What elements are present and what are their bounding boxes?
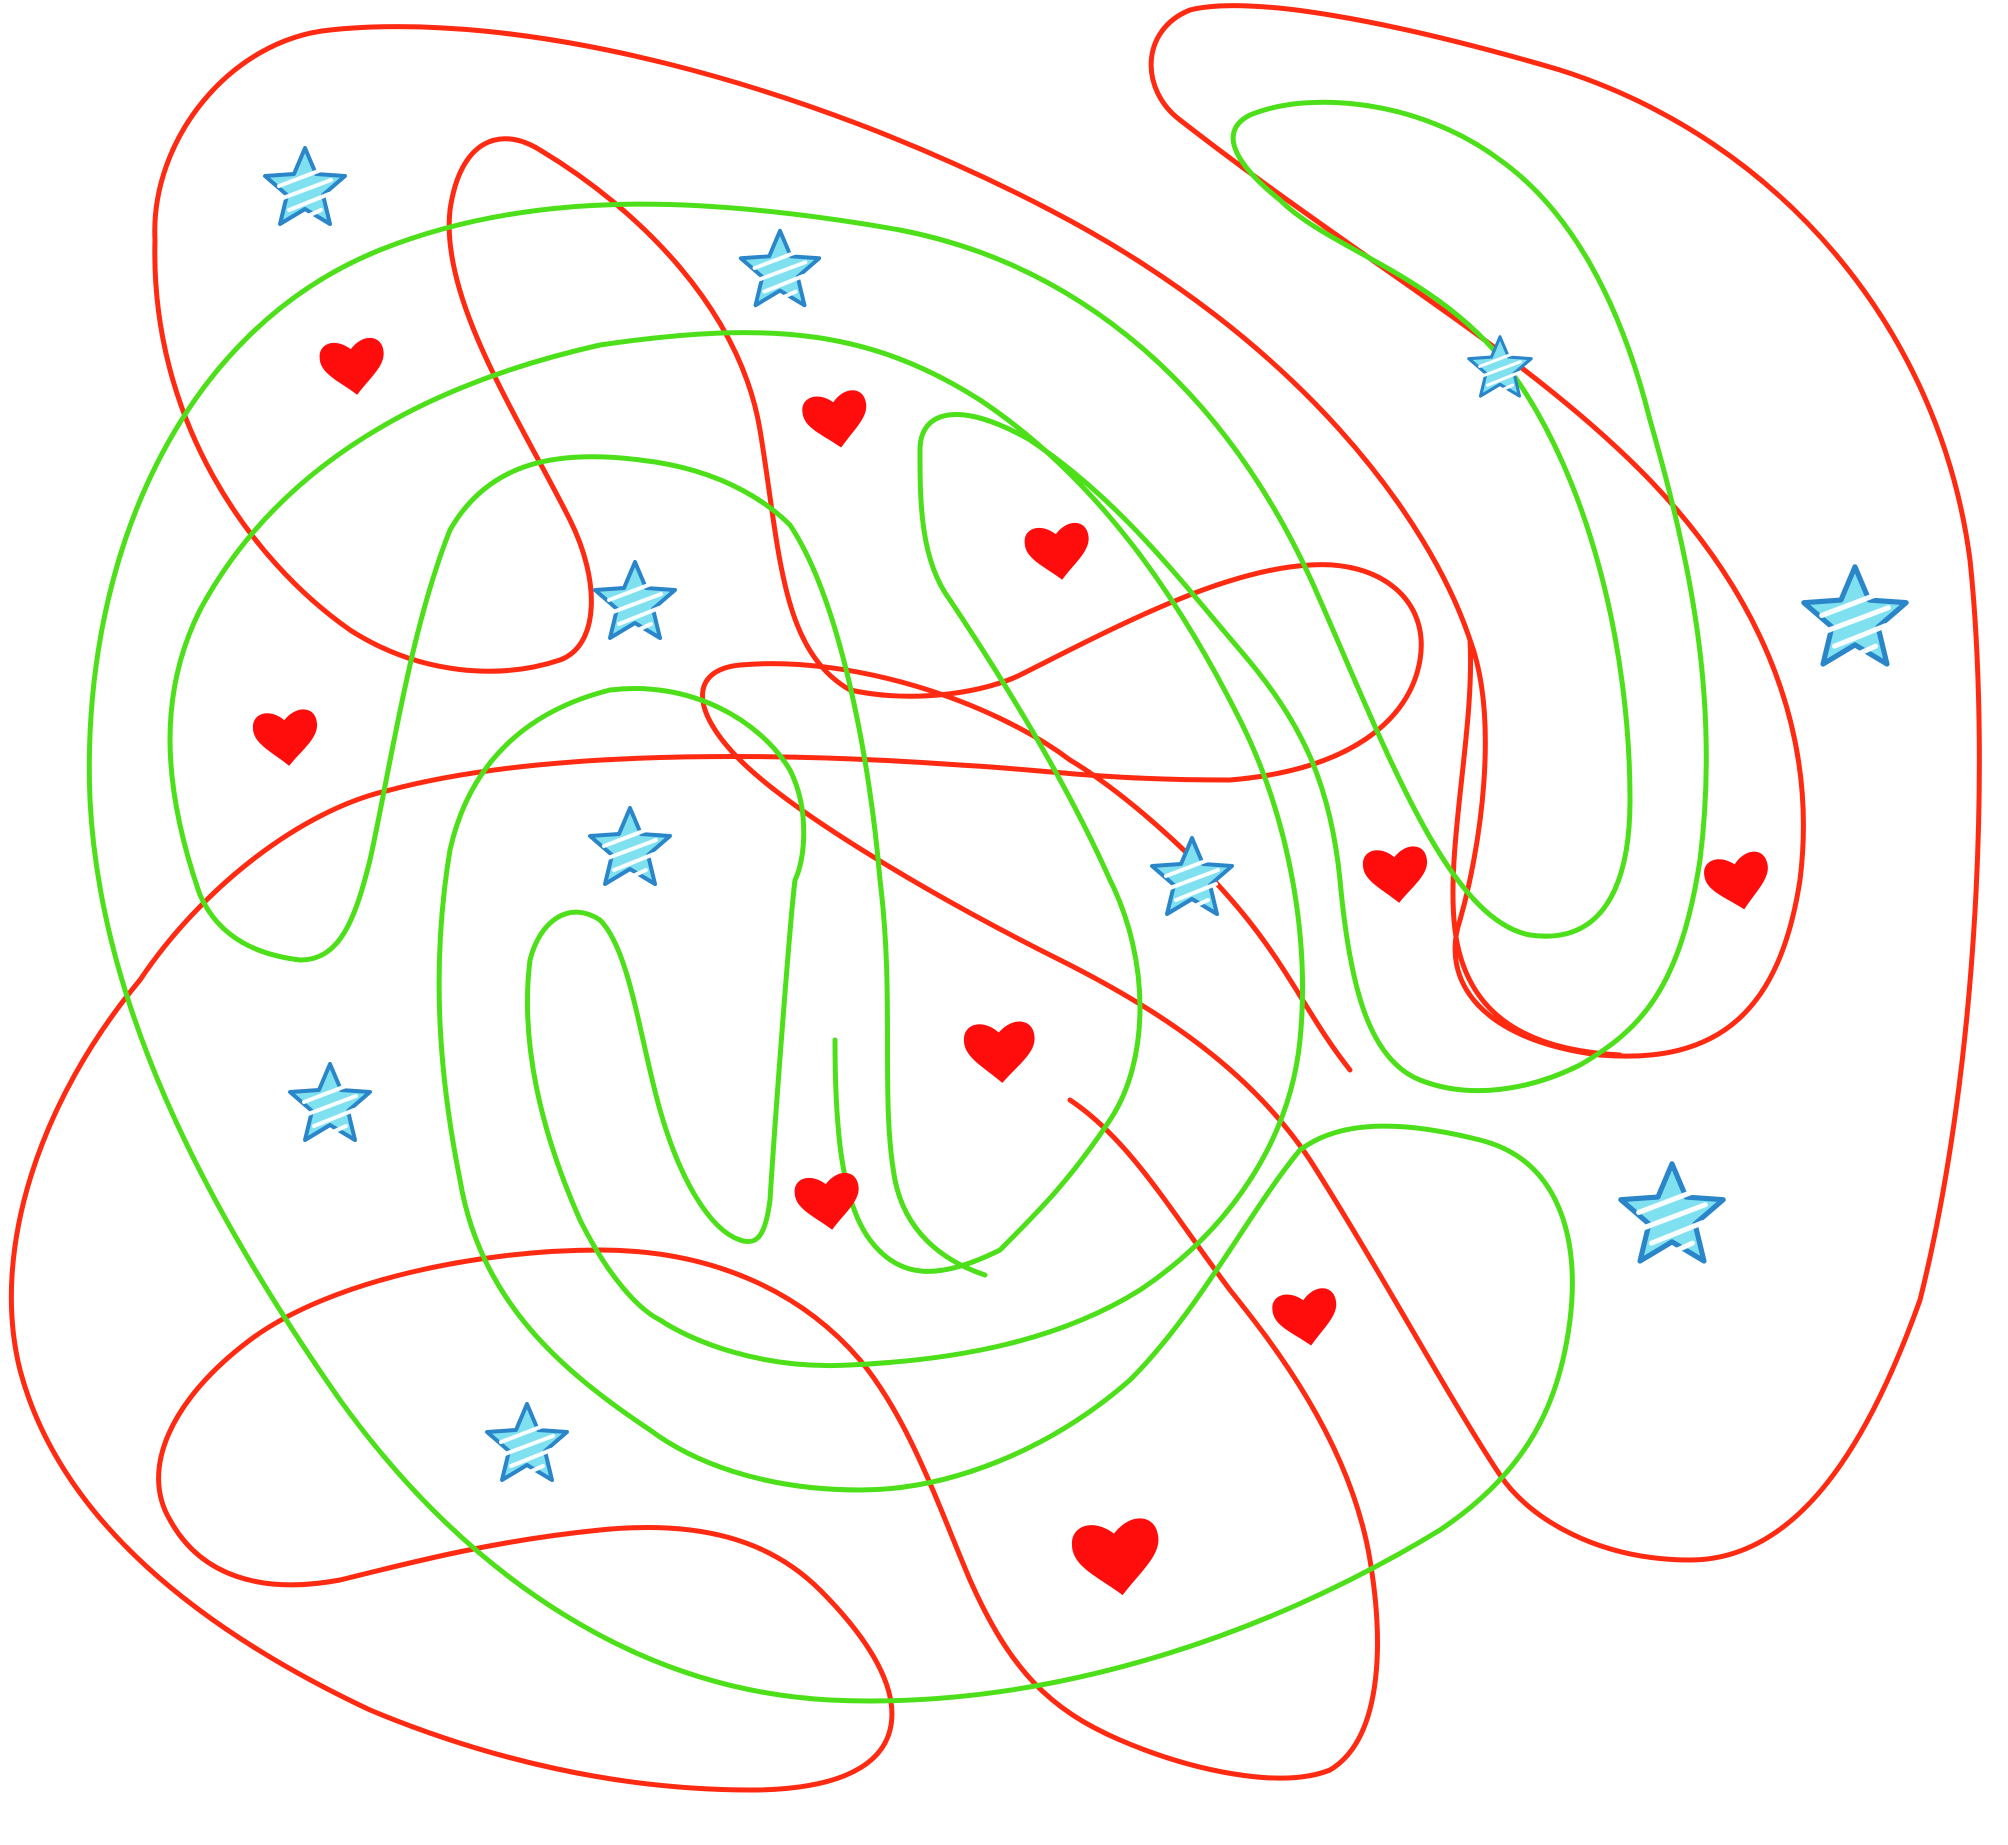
maze-canvas bbox=[0, 0, 2008, 1845]
maze-puzzle bbox=[0, 0, 2008, 1845]
background bbox=[0, 0, 2008, 1845]
